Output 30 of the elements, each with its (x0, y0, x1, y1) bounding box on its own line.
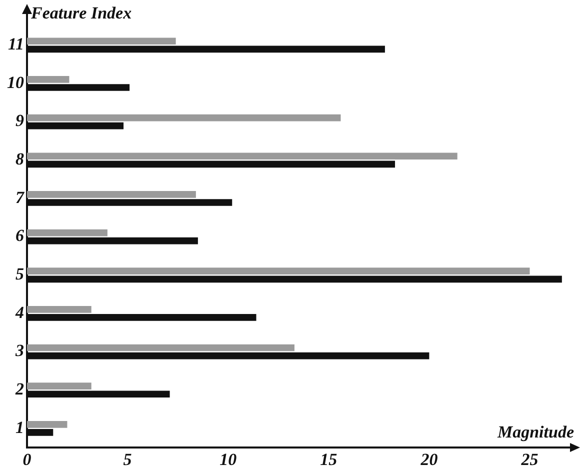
y-tick-label: 3 (14, 341, 24, 360)
y-tick-label: 11 (8, 34, 24, 54)
x-tick-label: 0 (22, 450, 32, 470)
x-tick-label: 10 (220, 450, 238, 470)
y-tick-label: 10 (7, 72, 24, 92)
y-tick-label: 9 (16, 111, 24, 130)
y-tick-label: 7 (16, 188, 26, 207)
y-tick-label: 4 (14, 302, 24, 322)
bar (27, 344, 294, 352)
x-tick-label: 20 (420, 450, 438, 470)
bar (27, 382, 92, 390)
bar (27, 38, 176, 45)
bar (27, 306, 92, 313)
y-tick-label: 6 (16, 226, 24, 246)
bar (27, 152, 458, 160)
y-axis-title: Feature Index (30, 3, 132, 22)
x-tick-label: 25 (520, 450, 539, 470)
y-tick-label: 5 (16, 264, 24, 284)
y-tick-label: 2 (14, 380, 24, 398)
bar (27, 191, 196, 198)
x-tick-label: 5 (123, 450, 132, 470)
bar (27, 229, 108, 236)
bar (27, 114, 341, 122)
x-axis-title: Magnitude (496, 422, 574, 442)
bar (27, 76, 70, 83)
y-tick-label: 8 (16, 150, 24, 169)
y-tick-label: 1 (16, 418, 24, 437)
bar (27, 420, 68, 428)
x-tick-label: 15 (320, 450, 338, 470)
bar (27, 268, 530, 275)
